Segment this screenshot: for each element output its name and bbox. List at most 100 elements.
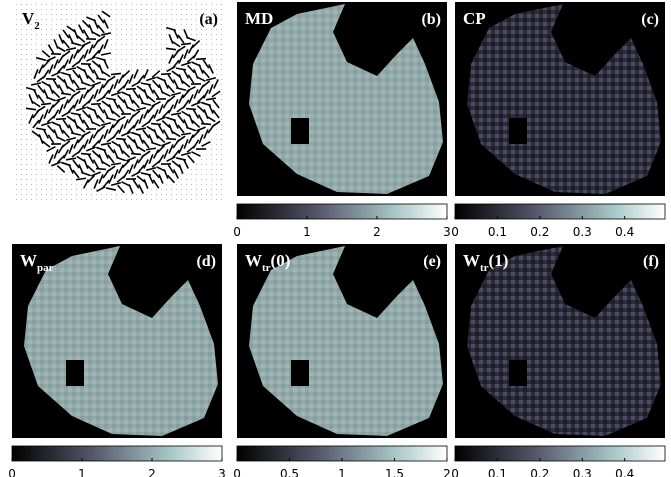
grid-dot [31,139,32,140]
grid-dot [26,84,27,85]
grid-dot [51,14,52,15]
grid-dot [41,184,42,185]
grid-dot [221,39,222,40]
grid-dot [41,29,42,30]
grid-dot [121,24,122,25]
grid-dot [201,184,202,185]
title-main: V [22,9,35,28]
grid-dot [16,144,17,145]
colorbar-tick-label: 2 [373,225,381,239]
grid-dot [171,19,172,20]
grid-dot [171,199,172,200]
grid-dot [136,14,137,15]
grid-dot [216,79,217,80]
grid-dot [46,154,47,155]
grid-dot [36,4,37,5]
grid-dot [221,184,222,185]
grid-dot [16,99,17,100]
grid-dot [126,69,127,70]
grid-dot [156,189,157,190]
grid-dot [136,194,137,195]
grid-dot [196,9,197,10]
grid-dot [76,194,77,195]
vector-glyph [96,169,106,170]
title-main: W [463,251,480,270]
grid-dot [161,44,162,45]
grid-dot [66,199,67,200]
grid-dot [86,9,87,10]
grid-dot [111,29,112,30]
hole [291,360,309,386]
grid-dot [131,64,132,65]
grid-dot [36,64,37,65]
grid-dot [16,34,17,35]
grid-dot [166,189,167,190]
grid-dot [16,64,17,65]
grid-dot [206,199,207,200]
grid-dot [86,194,87,195]
grid-dot [36,139,37,140]
grid-dot [166,54,167,55]
grid-dot [146,194,147,195]
grid-dot [146,199,147,200]
grid-dot [36,159,37,160]
grid-dot [116,49,117,50]
grid-dot [26,124,27,125]
grid-dot [36,194,37,195]
grid-dot [21,194,22,195]
grid-dot [26,104,27,105]
grid-dot [31,39,32,40]
grid-dot [36,174,37,175]
grid-dot [106,199,107,200]
grid-dot [221,99,222,100]
grid-dot [81,194,82,195]
grid-dot [46,199,47,200]
vector-glyph [91,104,101,105]
grid-dot [41,159,42,160]
grid-dot [181,179,182,180]
grid-dot [56,39,57,40]
grid-dot [111,59,112,60]
grid-dot [56,29,57,30]
grid-dot [186,29,187,30]
grid-dot [36,54,37,55]
grid-dot [186,179,187,180]
grid-dot [191,34,192,35]
grid-dot [206,54,207,55]
grid-dot [71,14,72,15]
grid-dot [216,164,217,165]
grid-dot [116,29,117,30]
grid-dot [56,179,57,180]
grid-dot [66,174,67,175]
grid-dot [31,169,32,170]
grid-dot [211,34,212,35]
grid-dot [111,54,112,55]
title-main: CP [463,9,486,28]
grid-dot [116,199,117,200]
grid-dot [156,4,157,5]
grid-dot [26,64,27,65]
grid-dot [161,69,162,70]
grid-dot [221,169,222,170]
vector-glyph [181,43,191,44]
grid-dot [16,134,17,135]
grid-dot [151,19,152,20]
grid-dot [206,169,207,170]
grid-dot [166,19,167,20]
grid-dot [201,44,202,45]
grid-dot [206,164,207,165]
grid-dot [141,9,142,10]
grid-dot [151,14,152,15]
grid-dot [221,124,222,125]
grid-dot [31,134,32,135]
grid-dot [146,59,147,60]
grid-dot [26,119,27,120]
grid-dot [126,9,127,10]
grid-dot [131,69,132,70]
grid-dot [16,9,17,10]
grid-dot [46,169,47,170]
grid-dot [216,69,217,70]
grid-dot [201,4,202,5]
grid-dot [21,169,22,170]
grid-dot [36,184,37,185]
